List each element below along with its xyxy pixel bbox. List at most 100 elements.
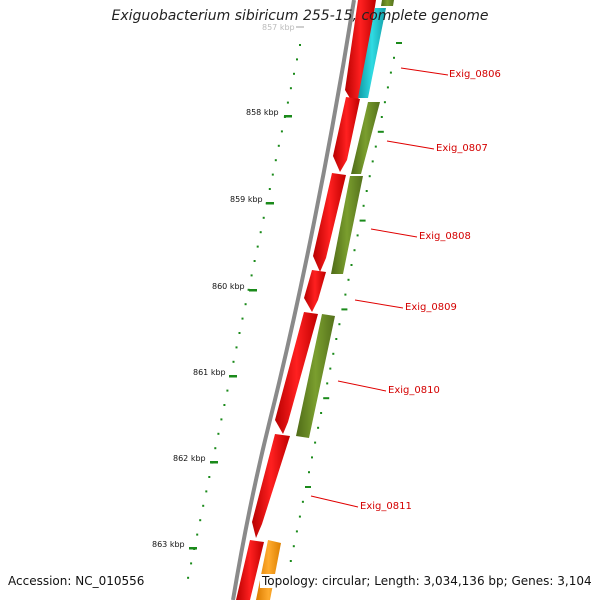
leader-line bbox=[386, 140, 435, 150]
feature-track-tick bbox=[329, 367, 332, 370]
scale-minor-tick bbox=[277, 144, 280, 147]
gene-label-exig-0811[interactable]: Exig_0811 bbox=[360, 501, 412, 512]
gene-leaders bbox=[310, 67, 449, 508]
scale-major-tick bbox=[229, 375, 237, 378]
genome-summary-text: Topology: circular; Length: 3,034,136 bp… bbox=[260, 574, 592, 588]
gene-label-exig-0808[interactable]: Exig_0808 bbox=[419, 231, 471, 242]
feature-track-tick bbox=[338, 323, 341, 326]
genome-backbone bbox=[231, 0, 356, 600]
scale-minor-tick bbox=[190, 562, 193, 565]
scale-major-tick bbox=[266, 202, 274, 205]
feature-track-tick bbox=[386, 86, 389, 89]
tick-label: 861 kbp bbox=[193, 368, 226, 377]
leader-line bbox=[400, 67, 449, 76]
feature-track-tick bbox=[359, 219, 366, 222]
scale-minor-tick bbox=[187, 576, 190, 579]
feature-track-tick bbox=[356, 234, 359, 237]
gene-label-exig-0810[interactable]: Exig_0810 bbox=[388, 385, 440, 396]
cds-feature bbox=[345, 0, 376, 105]
feature-track-tick bbox=[317, 426, 320, 429]
cog-feature bbox=[296, 314, 335, 438]
feature-track-tick bbox=[383, 101, 386, 104]
scale-minor-tick bbox=[271, 173, 274, 176]
scale-minor-tick bbox=[293, 72, 295, 75]
leader-line bbox=[370, 228, 418, 238]
scale-minor-tick bbox=[259, 231, 262, 234]
cds-feature bbox=[313, 173, 346, 272]
feature-track-tick bbox=[295, 530, 298, 533]
feature-track-tick bbox=[344, 293, 347, 296]
feature-track-tick bbox=[314, 441, 317, 444]
accession-text: Accession: NC_010556 bbox=[8, 574, 145, 588]
scale-minor-tick bbox=[235, 346, 238, 349]
scale-minor-tick bbox=[296, 58, 298, 61]
feature-track-tick bbox=[377, 130, 384, 133]
scale-minor-tick bbox=[220, 418, 223, 421]
gene-label-exig-0809[interactable]: Exig_0809 bbox=[405, 302, 457, 313]
scale-minor-tick bbox=[205, 490, 208, 493]
scale-minor-tick bbox=[196, 533, 199, 536]
scale-minor-tick bbox=[289, 87, 292, 90]
scale-minor-tick bbox=[208, 476, 211, 478]
scale-minor-tick bbox=[241, 317, 244, 320]
feature-track-tick bbox=[298, 515, 301, 518]
feature-track-tick bbox=[332, 352, 335, 355]
feature-track-tick bbox=[308, 471, 310, 474]
feature-track-tick bbox=[389, 71, 392, 74]
feature-track-tick bbox=[393, 56, 395, 59]
feature-track-tick bbox=[350, 264, 353, 266]
feature-track-tick bbox=[380, 116, 383, 118]
feature-track-tick bbox=[305, 486, 311, 488]
feature-track-tick bbox=[353, 249, 356, 252]
scale-minor-tick bbox=[280, 130, 283, 133]
gene-label-exig-0806[interactable]: Exig_0806 bbox=[449, 69, 501, 80]
cds-feature bbox=[236, 540, 264, 600]
tick-label: 863 kbp bbox=[152, 540, 185, 549]
scale-minor-tick bbox=[253, 260, 256, 262]
tick-label: 859 kbp bbox=[230, 195, 263, 204]
scale-minor-tick bbox=[268, 188, 271, 190]
clipped-tick bbox=[296, 26, 304, 28]
scale-minor-tick bbox=[274, 159, 277, 162]
feature-track-tick bbox=[320, 412, 323, 414]
scale-minor-tick bbox=[250, 274, 253, 277]
feature-track-tick bbox=[301, 500, 304, 503]
feature-track-tick bbox=[341, 308, 348, 311]
feature-track-tick bbox=[289, 560, 292, 562]
feature-track-tick bbox=[374, 145, 377, 148]
cog-feature bbox=[358, 8, 386, 98]
scale-major-tick bbox=[284, 115, 292, 118]
tick-label: 860 kbp bbox=[212, 282, 245, 291]
gene-label-exig-0807[interactable]: Exig_0807 bbox=[436, 143, 488, 154]
cds-feature bbox=[275, 312, 318, 434]
leader-line bbox=[354, 299, 404, 309]
feature-track-tick bbox=[396, 42, 402, 44]
cds-feature bbox=[252, 434, 290, 538]
scale-minor-tick bbox=[262, 216, 265, 219]
leader-line bbox=[310, 495, 359, 508]
feature-track-tick bbox=[335, 338, 338, 340]
feature-track-tick bbox=[292, 545, 295, 548]
feature-track-tick bbox=[371, 160, 374, 163]
cog-feature bbox=[381, 0, 394, 6]
tick-label: 858 kbp bbox=[246, 108, 279, 117]
scale-ticks bbox=[187, 42, 402, 579]
map-title: Exiguobacterium sibiricum 255-15, comple… bbox=[111, 8, 489, 24]
scale-minor-tick bbox=[232, 360, 235, 363]
cog-feature bbox=[331, 176, 363, 274]
feature-track-tick bbox=[323, 397, 330, 400]
clipped-tick-label: 857 kbp bbox=[262, 23, 295, 32]
leader-line bbox=[337, 380, 387, 392]
cds-track bbox=[236, 0, 376, 600]
scale-major-tick bbox=[249, 289, 257, 292]
scale-minor-tick bbox=[217, 432, 220, 435]
scale-minor-tick bbox=[223, 404, 226, 406]
scale-minor-tick bbox=[226, 389, 229, 392]
feature-track-tick bbox=[365, 190, 368, 192]
cds-feature bbox=[304, 270, 326, 312]
scale-minor-tick bbox=[247, 288, 250, 291]
feature-track-tick bbox=[326, 382, 329, 385]
scale-major-tick bbox=[210, 461, 218, 464]
tick-label: 862 kbp bbox=[173, 454, 206, 463]
